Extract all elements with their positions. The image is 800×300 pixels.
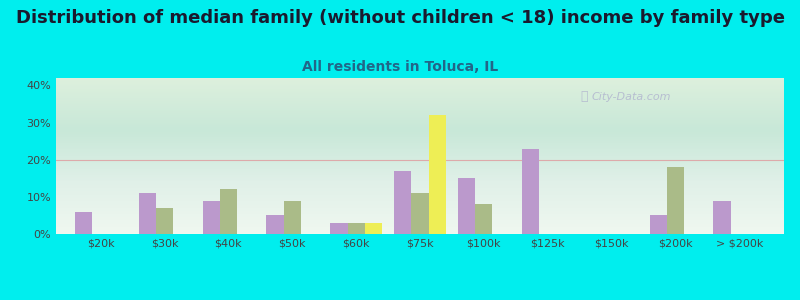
Text: Distribution of median family (without children < 18) income by family type: Distribution of median family (without c… xyxy=(15,9,785,27)
Text: ⓘ: ⓘ xyxy=(580,90,587,103)
Text: All residents in Toluca, IL: All residents in Toluca, IL xyxy=(302,60,498,74)
Bar xyxy=(458,178,475,234)
Bar xyxy=(667,167,684,234)
Bar xyxy=(394,171,411,234)
Bar xyxy=(220,189,237,234)
Text: City-Data.com: City-Data.com xyxy=(591,92,671,102)
Bar xyxy=(284,201,301,234)
Bar xyxy=(475,204,493,234)
Bar xyxy=(411,193,429,234)
Bar xyxy=(365,223,382,234)
Bar xyxy=(138,193,156,234)
Bar xyxy=(75,212,92,234)
Bar xyxy=(347,223,365,234)
Bar xyxy=(714,201,730,234)
Bar xyxy=(156,208,173,234)
Bar xyxy=(429,115,446,234)
Bar xyxy=(522,148,539,234)
Bar xyxy=(266,215,284,234)
Bar xyxy=(202,201,220,234)
Bar xyxy=(330,223,347,234)
Bar xyxy=(650,215,667,234)
